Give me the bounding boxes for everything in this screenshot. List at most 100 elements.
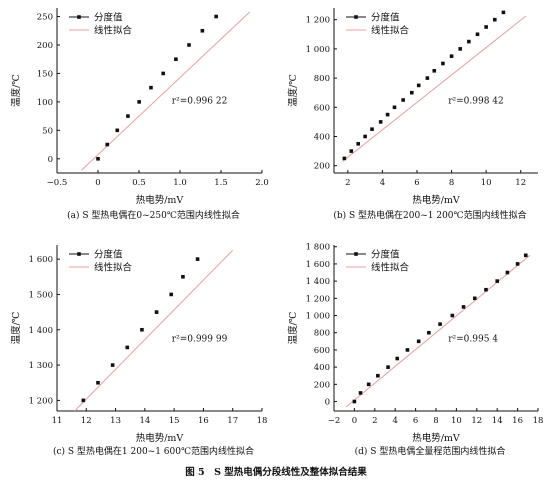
- data-point: [501, 10, 506, 15]
- data-point: [105, 142, 110, 147]
- y-tick-label: 1 400: [29, 326, 53, 336]
- r-squared-annotation: r²=0.999 99: [172, 334, 228, 344]
- legend-entry-fit: 线性拟合: [371, 262, 410, 274]
- data-point: [461, 305, 466, 309]
- x-tick-label: 12: [515, 178, 526, 188]
- x-tick-label: 18: [257, 416, 268, 426]
- x-tick-label: 4: [392, 416, 397, 426]
- data-point: [386, 365, 390, 369]
- y-axis-label: 温度/℃: [287, 311, 299, 344]
- figure-caption: 图 5 S 型热电偶分段线性及整体拟合结果: [185, 466, 367, 478]
- data-point: [110, 363, 115, 367]
- r-squared-annotation: r²=0.995 4: [448, 334, 498, 344]
- x-tick-label: 14: [139, 416, 150, 426]
- chart-b: 2 4 6 8 10 12 200 400 600 800 1 000 1 200 热电势/mV 温度/℃…: [287, 8, 538, 221]
- data-point: [363, 134, 367, 139]
- x-tick-label: 15: [169, 416, 180, 426]
- x-tick-label: 18: [533, 416, 544, 426]
- data-point: [370, 127, 374, 131]
- x-tick-label: 11: [52, 416, 63, 426]
- data-point: [187, 43, 191, 47]
- x-tick-label: 1.5: [214, 178, 228, 188]
- data-point: [523, 253, 528, 258]
- x-tick-label: −2: [328, 416, 341, 426]
- chart-c: 11 12 13 14 15 16 17 18 1 200 1 300 1 400 1 500 1 60…: [10, 245, 267, 457]
- fit-line: [81, 11, 251, 171]
- y-tick-label: 800: [314, 329, 330, 339]
- data-point: [81, 398, 86, 403]
- legend-marker-square: [77, 15, 81, 19]
- y-tick-label: 1 200: [306, 294, 330, 304]
- y-tick-label: 0: [325, 398, 330, 408]
- data-point: [161, 71, 165, 76]
- x-axis-label: 热电势/mV: [136, 432, 184, 444]
- x-tick-label: 4: [380, 178, 385, 188]
- data-point: [416, 339, 421, 344]
- data-point: [174, 57, 178, 62]
- x-tick-label: 2.0: [255, 178, 269, 188]
- data-point: [467, 39, 471, 44]
- y-tick-label: 150: [37, 69, 53, 79]
- x-tick-label: 2: [345, 178, 350, 188]
- chart-a: −0.5 0 0.5 1.0 1.5 2.0 0 50 100 150 200 250 热电势/mV 温度…: [10, 8, 269, 221]
- y-tick-label: 600: [314, 103, 330, 113]
- x-axis-label: 热电势/mV: [412, 432, 460, 444]
- data-point: [416, 83, 421, 88]
- data-point: [376, 373, 380, 378]
- y-tick-label: 400: [314, 132, 330, 142]
- data-point: [366, 382, 371, 387]
- y-tick-label: 250: [37, 13, 53, 23]
- y-tick-label: 0: [48, 155, 53, 165]
- x-tick-label: 6: [414, 178, 419, 188]
- data-point: [492, 17, 497, 22]
- legend-marker-square: [77, 252, 81, 256]
- data-point: [432, 68, 437, 73]
- x-tick-label: 17: [227, 416, 238, 426]
- x-tick-label: 10: [481, 178, 492, 188]
- r-squared-annotation: r²=0.998 42: [448, 97, 504, 107]
- data-point: [427, 330, 431, 335]
- x-axis-label: 热电势/mV: [136, 194, 184, 206]
- x-tick-label: 16: [198, 416, 209, 426]
- x-tick-label: 8: [449, 178, 454, 188]
- panel-caption: (d) S 型热电偶全量程范围内线性拟合: [355, 445, 506, 457]
- x-tick-label: 2: [372, 416, 377, 426]
- data-point: [449, 54, 454, 58]
- x-tick-label: 0: [95, 178, 100, 188]
- data-point: [441, 61, 445, 66]
- legend-entry-points: 分度值: [94, 12, 123, 24]
- y-tick-label: 1 000: [306, 312, 330, 322]
- data-point: [385, 112, 390, 117]
- x-axis-label: 热电势/mV: [412, 194, 460, 206]
- fit-line: [345, 254, 531, 408]
- data-point: [484, 287, 488, 292]
- data-point: [472, 296, 477, 301]
- data-point: [450, 313, 455, 318]
- y-tick-label: 400: [314, 363, 330, 373]
- data-point: [214, 14, 218, 19]
- data-point: [115, 128, 120, 133]
- data-point: [458, 47, 463, 51]
- y-axis-label: 温度/℃: [287, 74, 299, 107]
- data-point: [137, 100, 141, 104]
- y-tick-label: 1 300: [29, 361, 53, 371]
- data-point: [438, 322, 442, 326]
- data-point: [356, 141, 361, 146]
- y-tick-label: 1 500: [29, 290, 53, 300]
- x-tick-label: 13: [110, 416, 121, 426]
- y-tick-label: 200: [37, 41, 53, 51]
- y-tick-label: 800: [314, 74, 330, 84]
- x-tick-label: 14: [492, 416, 503, 426]
- data-point: [200, 28, 205, 33]
- data-point: [495, 279, 499, 283]
- panel-caption: (c) S 型热电偶在1 200~1 600℃范围内线性拟合: [53, 445, 254, 457]
- data-point: [409, 90, 414, 95]
- data-point: [154, 310, 159, 314]
- x-tick-label: 8: [433, 416, 438, 426]
- x-tick-label: 12: [471, 416, 482, 426]
- data-point: [349, 149, 354, 153]
- y-tick-label: 50: [42, 126, 53, 136]
- y-tick-label: 100: [37, 98, 53, 108]
- legend-entry-points: 分度值: [94, 249, 123, 261]
